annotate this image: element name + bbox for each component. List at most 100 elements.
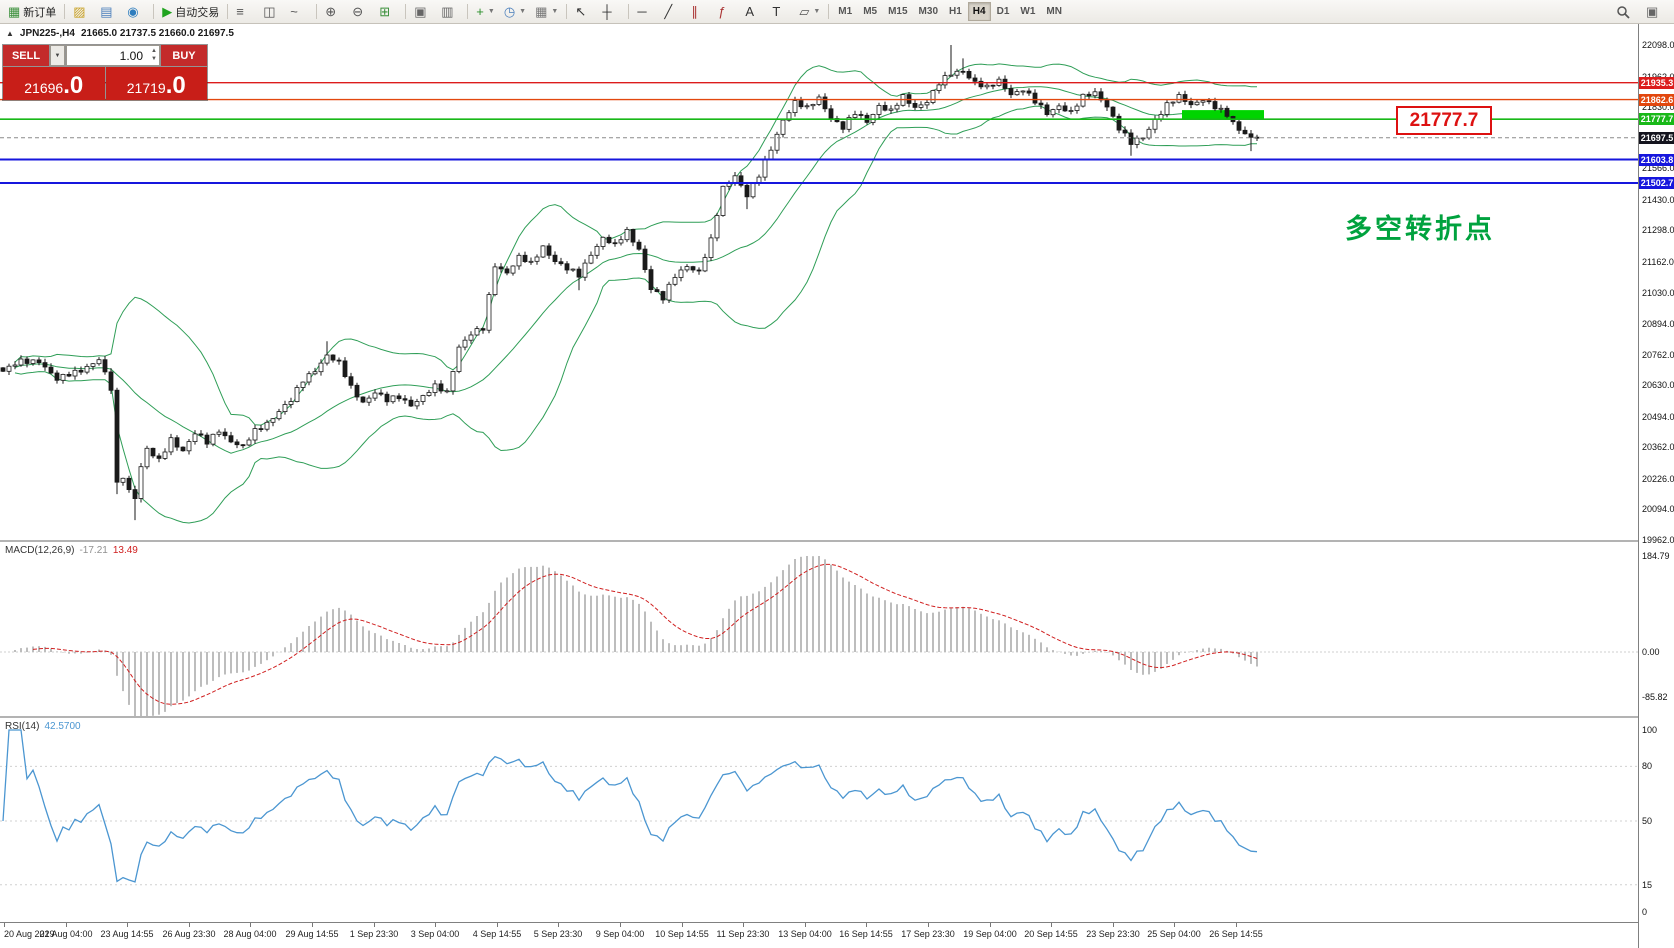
periods-button[interactable]: ◷ ▼ [500, 1, 530, 23]
indicators-button[interactable]: + ▼ [472, 1, 499, 23]
macd-tick: 184.79 [1642, 551, 1670, 561]
new-order-button[interactable]: ▦ 新订单 [4, 1, 60, 23]
rsi-pane[interactable] [0, 718, 1638, 922]
crosshair-icon: ┼ [602, 3, 612, 19]
time-tick [620, 923, 621, 927]
macd-pane[interactable] [0, 542, 1638, 716]
channel-button[interactable]: ∥ [687, 1, 713, 23]
volume-value: 1.00 [119, 48, 143, 63]
time-tick [866, 923, 867, 927]
toolbar-right-group: ▣ [1612, 1, 1670, 23]
line-chart-button[interactable]: ~ [286, 1, 312, 23]
window-icon: ▣ [1646, 3, 1659, 19]
price-chart-pane[interactable] [0, 24, 1638, 540]
templates-button[interactable]: ▦ ▼ [531, 1, 562, 23]
chat-button[interactable]: ▣ [1642, 1, 1668, 23]
hline-button[interactable]: ─ [633, 1, 659, 23]
timeframe-m5-button[interactable]: M5 [863, 6, 878, 17]
chart-symbol-period: JPN225-,H4 [19, 28, 75, 39]
zoom-in-button[interactable]: ⊕ [321, 1, 347, 23]
buy-price-box[interactable]: 21719 .0 [105, 67, 207, 100]
horizontal-lines[interactable] [0, 82, 1638, 184]
volume-input[interactable]: 1.00 ▲ ▼ [66, 45, 160, 66]
indicators-icon: + [476, 3, 484, 19]
market-watch-button[interactable]: ▨ [69, 1, 95, 23]
bar-chart-button[interactable]: ≡ [232, 1, 258, 23]
sell-price-box[interactable]: 21696 .0 [3, 67, 105, 100]
trendline-button[interactable]: ╱ [660, 1, 686, 23]
turning-point-annotation[interactable]: 多空转折点 [1345, 214, 1495, 244]
timeframe-mn-button[interactable]: MN [1046, 6, 1062, 17]
candlestick-chart-button[interactable]: ◫ [259, 1, 285, 23]
price-axis[interactable]: 22098.021962.021830.021698.021566.021430… [1638, 24, 1674, 948]
volume-dropdown-button[interactable]: ▼ [50, 45, 65, 66]
rsi-tick: 0 [1642, 907, 1648, 917]
shapes-button[interactable]: ▱ ▼ [795, 1, 824, 23]
time-label: 20 Aug 2019 [4, 929, 55, 939]
line-chart-icon: ~ [290, 3, 298, 19]
time-label: 22 Aug 04:00 [39, 929, 93, 939]
time-tick [928, 923, 929, 927]
cursor-button[interactable]: ↖ [571, 1, 597, 23]
chart-title: ▲ JPN225-,H4 21665.0 21737.5 21660.0 216… [6, 28, 234, 39]
grid-button[interactable]: ⊞ [375, 1, 401, 23]
rsi-tick: 15 [1642, 879, 1653, 890]
text-icon: A [745, 3, 755, 19]
zoom-out-button[interactable]: ⊖ [348, 1, 374, 23]
sell-button[interactable]: SELL [3, 45, 49, 66]
timeframe-h4-button[interactable]: H4 [967, 2, 991, 21]
label-button[interactable]: T [768, 1, 794, 23]
toolbar-separator [467, 4, 469, 19]
price-tag-21777.7: 21777.7 [1639, 113, 1674, 126]
fibonacci-button[interactable]: ƒ [714, 1, 740, 23]
timeframe-m15-button[interactable]: M15 [888, 6, 908, 17]
time-label: 11 Sep 23:30 [716, 929, 770, 939]
price-tick: 21566.0 [1642, 163, 1674, 174]
pane-splitter-2[interactable] [0, 716, 1638, 718]
timeframe-m1-button[interactable]: M1 [838, 6, 853, 17]
rsi-line [2, 729, 1258, 883]
green-highlight-rectangle[interactable] [1182, 110, 1264, 120]
new-order-icon: ▦ [8, 3, 21, 19]
time-label: 19 Sep 04:00 [963, 929, 1017, 939]
timeframe-m30-button[interactable]: M30 [918, 6, 938, 17]
time-axis[interactable]: 20 Aug 2019 22 Aug 04:00 23 Aug 14:55 26 Au… [0, 922, 1638, 948]
price-callout-box[interactable]: 21777.7 [1396, 106, 1492, 135]
data-window-button[interactable]: ▤ [96, 1, 122, 23]
time-label: 1 Sep 23:30 [349, 929, 399, 939]
text-button[interactable]: A [741, 1, 767, 23]
fibonacci-icon: ƒ [718, 3, 726, 19]
price-tick: 19962.0 [1642, 535, 1674, 545]
price-tag-21603.8: 21603.8 [1639, 153, 1674, 166]
navigator-button[interactable]: ◉ [123, 1, 149, 23]
time-label: 16 Sep 14:55 [839, 929, 893, 939]
time-tick [374, 923, 375, 927]
time-tick [497, 923, 498, 927]
bar-chart-icon: ≡ [236, 3, 244, 19]
rsi-tick: 80 [1642, 761, 1653, 772]
tile-windows-button[interactable]: ▣ [410, 1, 436, 23]
macd-signal-line [32, 563, 1258, 705]
toolbar-separator [405, 4, 407, 19]
pane-splitter-1[interactable] [0, 540, 1638, 542]
stepper-down-icon[interactable]: ▼ [151, 56, 157, 62]
price-tick: 20094.0 [1642, 504, 1674, 515]
stepper-up-icon[interactable]: ▲ [151, 48, 157, 54]
zoom-in-icon: ⊕ [325, 3, 337, 19]
buy-button[interactable]: BUY [161, 45, 207, 66]
crosshair-button[interactable]: ┼ [598, 1, 624, 23]
price-tick: 20226.0 [1642, 473, 1674, 484]
time-label: 25 Sep 04:00 [1147, 929, 1201, 939]
cascade-windows-button[interactable]: ▥ [437, 1, 463, 23]
shapes-icon: ▱ [799, 3, 810, 19]
search-button[interactable] [1612, 1, 1638, 23]
timeframe-h1-button[interactable]: H1 [949, 6, 962, 17]
autotrade-button[interactable]: ▶ 自动交易 [158, 1, 223, 23]
toolbar-separator [566, 4, 568, 19]
timeframe-w1-button[interactable]: W1 [1020, 6, 1036, 17]
time-tick [743, 923, 744, 927]
rsi-label: RSI(14) 42.5700 [5, 721, 81, 732]
sell-price-base: 21696 [24, 80, 64, 96]
timeframe-d1-button[interactable]: D1 [996, 6, 1010, 17]
volume-stepper[interactable]: ▲ ▼ [151, 47, 157, 63]
